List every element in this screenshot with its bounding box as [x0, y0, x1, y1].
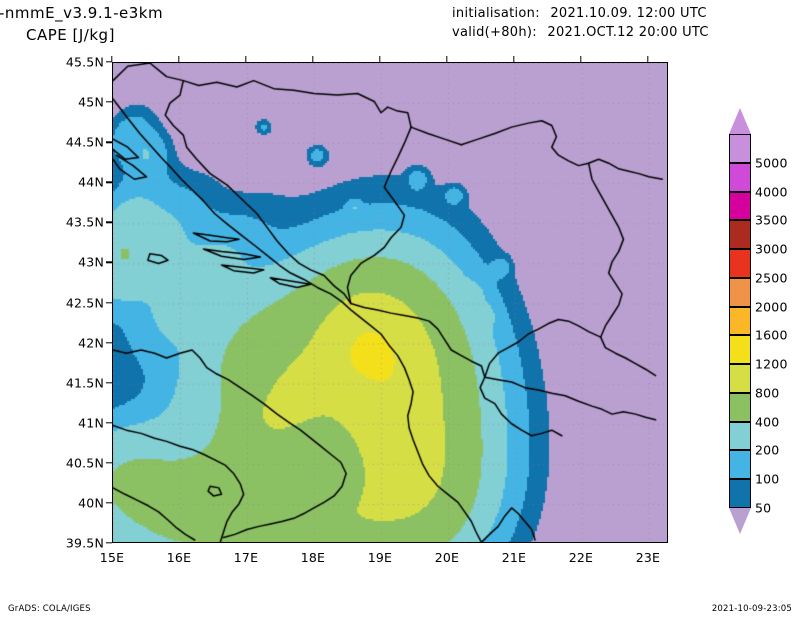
y-axis-tick-mark	[106, 141, 112, 143]
model-title: f-nmmE_v3.9.1-e3km	[0, 4, 164, 22]
colorbar-band	[729, 479, 751, 508]
colorbar-tick-label: 2500	[755, 270, 788, 286]
x-axis-tick-mark	[513, 56, 515, 62]
colorbar-band	[729, 277, 751, 307]
y-axis-tick-label: 41N	[78, 415, 104, 431]
x-axis-tick-label: 20E	[434, 550, 460, 565]
header-right-block: initialisation: 2021.10.09. 12:00 UTC va…	[452, 6, 800, 44]
y-axis-tick-label: 40.5N	[65, 455, 104, 471]
colorbar-band	[729, 134, 751, 163]
colorbar-band	[729, 191, 751, 221]
cape-heatmap-canvas	[113, 63, 667, 542]
colorbar: 50 100 200 400 800 1200 1600 2000 2500 3000 3500 40…	[729, 108, 787, 534]
y-axis-tick-mark	[106, 181, 112, 183]
y-axis-tick-label: 45N	[78, 94, 104, 110]
colorbar-band	[729, 220, 751, 250]
x-axis-tick-label: 22E	[568, 550, 594, 565]
y-axis-tick-mark	[106, 61, 112, 63]
y-axis-tick-label: 43N	[78, 254, 104, 270]
y-axis-tick-mark	[106, 381, 112, 384]
colorbar-tick-label: 800	[755, 385, 780, 401]
initialisation-value: 2021.10.09. 12:00 UTC	[550, 6, 707, 21]
colorbar-tick-label: 100	[755, 471, 780, 487]
y-axis-tick-mark	[106, 422, 112, 424]
colorbar-top-cap-triangle-up-icon	[729, 108, 751, 134]
field-title: CAPE [J/kg]	[26, 26, 115, 44]
y-axis-tick-mark	[106, 502, 112, 504]
map-plot-area: 45.5N 45N 44.5N 44N 43.5N 43N 42.5N 42N 41.5N 41N…	[66, 55, 668, 565]
grads-credit: GrADS: COLA/IGES	[8, 604, 91, 614]
y-axis-tick-mark	[106, 221, 112, 224]
valid-line: valid(+80h): 2021.OCT.12 20:00 UTC	[452, 25, 800, 40]
colorbar-tick-label: 200	[755, 442, 780, 458]
y-axis-tick-mark	[106, 542, 112, 544]
y-axis-tick-label: 41.5N	[65, 375, 104, 391]
initialisation-line: initialisation: 2021.10.09. 12:00 UTC	[452, 6, 800, 21]
x-axis-tick-label: 16E	[166, 550, 192, 565]
colorbar-band	[729, 335, 751, 365]
colorbar-tick-label: 3000	[755, 241, 788, 257]
render-timestamp: 2021-10-09-23:05	[711, 604, 792, 614]
x-axis-tick-mark	[647, 56, 649, 62]
x-axis-tick-mark	[178, 56, 180, 62]
colorbar-tick-label: 1200	[755, 356, 788, 372]
y-axis-tick-mark	[106, 462, 112, 464]
colorbar-band	[729, 162, 751, 192]
y-axis-tick-mark	[106, 301, 112, 304]
x-axis-tick-mark	[111, 56, 113, 62]
x-axis-tick-label: 19E	[367, 550, 393, 565]
y-axis-tick-label: 43.5N	[65, 214, 104, 230]
colorbar-band	[729, 249, 751, 278]
colorbar-tick-label: 50	[755, 500, 772, 516]
x-axis-tick-label: 17E	[233, 550, 259, 565]
x-axis-tick-label: 23E	[635, 550, 661, 565]
colorbar-tick-label: 400	[755, 414, 780, 430]
x-axis-tick-mark	[580, 56, 582, 62]
valid-value: 2021.OCT.12 20:00 UTC	[547, 25, 709, 40]
colorbar-band	[729, 364, 751, 393]
colorbar-band	[729, 392, 751, 422]
valid-label: valid(+80h):	[452, 25, 537, 40]
x-axis-tick-label: 18E	[300, 550, 326, 565]
colorbar-band	[729, 450, 751, 480]
x-axis-tick-label: 15E	[99, 550, 125, 565]
y-axis-tick-mark	[106, 341, 112, 344]
colorbar-bottom-cap-triangle-down-icon	[729, 508, 751, 534]
x-axis-tick-mark	[312, 56, 314, 62]
y-axis-tick-label: 44N	[78, 174, 104, 190]
map-frame	[112, 62, 668, 543]
initialisation-label: initialisation:	[452, 6, 540, 21]
y-axis-tick-label: 45.5N	[65, 54, 104, 70]
colorbar-band	[729, 421, 751, 451]
colorbar-tick-label: 5000	[755, 155, 788, 171]
y-axis-tick-label: 42.5N	[65, 295, 104, 310]
x-axis-tick-mark	[446, 56, 448, 62]
y-axis-tick-label: 39.5N	[65, 535, 104, 551]
colorbar-tick-label: 4000	[755, 184, 788, 200]
y-axis-tick-label: 40N	[78, 495, 104, 511]
y-axis-tick-label: 44.5N	[65, 134, 104, 150]
header-left-block: f-nmmE_v3.9.1-e3km CAPE [J/kg]	[0, 4, 414, 44]
colorbar-tick-label: 3500	[755, 212, 788, 228]
colorbar-tick-label: 2000	[755, 299, 788, 315]
y-axis-tick-label: 42N	[78, 335, 104, 351]
colorbar-band	[729, 306, 751, 336]
colorbar-tick-label: 1600	[755, 327, 788, 343]
x-axis-tick-mark	[379, 56, 381, 62]
y-axis-tick-mark	[106, 101, 112, 103]
y-axis-tick-mark	[106, 261, 112, 264]
x-axis-tick-label: 21E	[501, 550, 527, 565]
x-axis-tick-mark	[245, 56, 247, 62]
